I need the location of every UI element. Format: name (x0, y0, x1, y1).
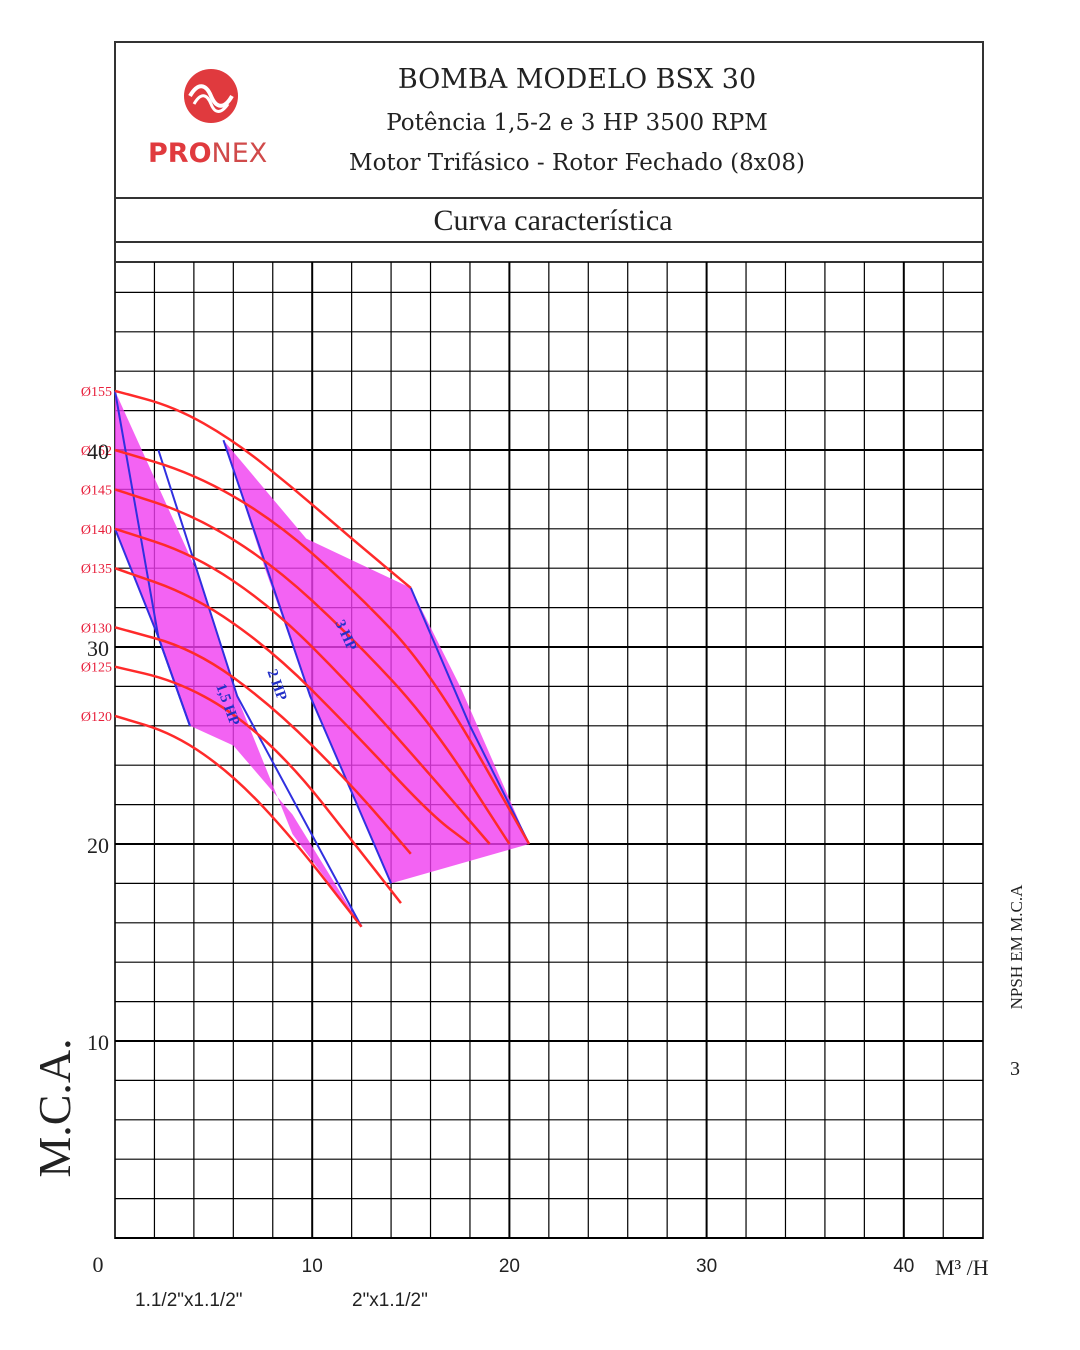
impeller-label: Ø155 (81, 385, 112, 400)
brand-light: NEX (212, 138, 268, 169)
impeller-label: Ø152 (81, 444, 112, 459)
npsh-value: 3 (1010, 1058, 1020, 1080)
x-tick-label: 20 (499, 1256, 520, 1277)
impeller-label: Ø130 (81, 621, 112, 636)
impeller-label: Ø145 (81, 483, 112, 498)
impeller-curve-Ø155 (114, 389, 412, 589)
x-tick-label: 30 (696, 1256, 717, 1277)
impeller-label: Ø125 (81, 661, 112, 676)
impeller-curve-Ø125 (114, 665, 402, 904)
y-tick-label: 30 (87, 636, 109, 661)
y-axis-label: M.C.A. (29, 1038, 80, 1177)
power-band-fill (223, 440, 530, 884)
x-axis-label: M³ /H (935, 1255, 989, 1280)
impeller-curve-Ø152 (114, 448, 531, 845)
pipe-size-2: 2"x1.1/2" (352, 1290, 428, 1311)
impeller-curve-Ø140 (114, 527, 491, 845)
x-tick-label: 40 (893, 1256, 914, 1277)
band-edge (114, 528, 191, 727)
x-tick-label: 0 (93, 1252, 104, 1277)
npsh-label: NPSH EM M.C.A (1007, 884, 1026, 1009)
pronex-logo: PRONEX (148, 69, 267, 169)
band-edge (409, 587, 531, 845)
impeller-curve-Ø120 (114, 714, 363, 928)
page-title: BOMBA MODELO BSX 30 (398, 64, 756, 95)
pipe-size-1: 1.1/2"x1.1/2" (135, 1290, 243, 1311)
brand-bold: PRO (148, 138, 212, 169)
subtitle-motor: Motor Trifásico - Rotor Fechado (8x08) (349, 150, 805, 176)
svg-text:PRONEX: PRONEX (148, 138, 267, 169)
y-tick-label: 40 (87, 439, 109, 464)
x-tick-label: 10 (302, 1256, 323, 1277)
power-bands (114, 390, 531, 928)
y-tick-label: 10 (87, 1030, 109, 1055)
band-edge (157, 449, 363, 928)
y-tick-label: 20 (87, 833, 109, 858)
impeller-label: Ø135 (81, 562, 112, 577)
impeller-curves (114, 389, 531, 928)
curve-title: Curva característica (433, 204, 672, 237)
impeller-label: Ø140 (81, 523, 112, 538)
impeller-curve-Ø130 (114, 626, 412, 855)
impeller-curve-Ø145 (114, 488, 511, 845)
impeller-curve-Ø135 (114, 567, 471, 846)
power-band-label: 2 HP (264, 667, 290, 703)
subtitle-power: Potência 1,5-2 e 3 HP 3500 RPM (386, 110, 768, 136)
axis-ticks: 10 20 30 40 0 10 20 30 40 (87, 439, 914, 1277)
logo-wave-icon (188, 84, 234, 108)
band-edge (222, 439, 392, 884)
impeller-label: Ø120 (81, 710, 112, 725)
